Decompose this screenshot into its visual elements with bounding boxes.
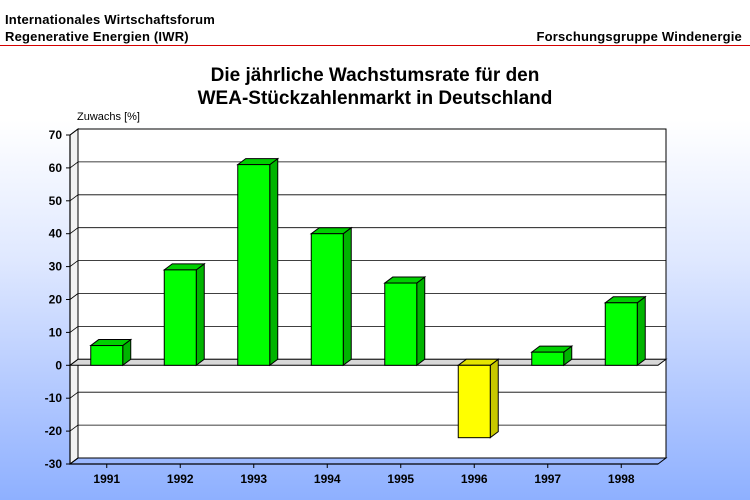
bar-front [384, 282, 418, 366]
bar-1998 [603, 295, 647, 367]
bar-side [636, 295, 646, 367]
y-axis-label: Zuwachs [%] [77, 111, 140, 123]
y-tick-label: -20 [45, 424, 63, 438]
header: Internationales Wirtschaftsforum Regener… [0, 0, 750, 48]
chart-title-line1: Die jährliche Wachstumsrate für den [210, 65, 540, 86]
plot-background [69, 128, 667, 465]
y-tick-label: -10 [45, 391, 63, 405]
x-tick-label: 1992 [167, 472, 194, 486]
x-tick-label: 1998 [608, 472, 635, 486]
y-tick-label: 10 [49, 325, 63, 339]
organization-subtitle: Regenerative Energien (IWR) [5, 29, 189, 44]
x-axis-floor-edge [68, 457, 668, 465]
axes: 70 60 50 40 30 20 10 0 -10 -20 -30 1991 1992 1993 1994… [45, 128, 668, 486]
y-tick-label: -30 [45, 457, 63, 471]
bar-1994 [309, 226, 353, 367]
bars [89, 157, 647, 439]
y-tick-label: 30 [49, 260, 63, 274]
bar-1992 [162, 262, 206, 367]
bar-1995 [383, 276, 427, 367]
y-tick-label: 70 [49, 128, 63, 142]
gridline-depth [69, 260, 79, 267]
gridline-depth [69, 326, 79, 333]
gridline-depth [69, 194, 79, 202]
gridline-depth [69, 391, 79, 399]
bar-1991 [89, 338, 133, 367]
chart-title: Die jährliche Wachstumsrate für den WEA-… [0, 64, 750, 110]
bar-top [383, 276, 427, 284]
bar-front [310, 233, 344, 366]
y-tick-label: 60 [49, 161, 63, 175]
bar-side [489, 358, 499, 439]
gridline-depth [69, 161, 79, 169]
gridline-depth [69, 293, 79, 300]
bar-front [237, 164, 271, 366]
bar-front [531, 351, 565, 366]
bar-1996 [456, 358, 500, 439]
header-divider [0, 45, 750, 46]
x-tick-label: 1995 [387, 472, 414, 486]
x-tick-label: 1996 [461, 472, 488, 486]
bar-1997 [530, 345, 574, 367]
organization-name: Internationales Wirtschaftsforum [5, 12, 215, 27]
y-tick-label: 0 [55, 358, 62, 372]
bar-side [416, 276, 426, 367]
bar-side [195, 262, 205, 367]
bar-top [603, 296, 647, 304]
y-tick-label: 20 [49, 293, 63, 307]
bar-top [530, 345, 574, 353]
x-tick-label: 1991 [93, 472, 120, 486]
x-tick-label: 1997 [534, 472, 561, 486]
bar-front [604, 302, 638, 366]
x-tick-label: 1993 [240, 472, 267, 486]
bar-top [236, 158, 280, 166]
bar-front [457, 364, 491, 439]
research-group-label: Forschungsgruppe Windenergie [536, 29, 742, 44]
bar-top [456, 358, 500, 366]
bar-top [89, 339, 133, 347]
y-tick-label: 40 [49, 227, 63, 241]
gridline-depth [69, 424, 79, 432]
bar-top [309, 227, 353, 235]
chart-title-line2: WEA-Stückzahlenmarkt in Deutschland [197, 88, 553, 109]
y-tick-label: 50 [49, 194, 63, 208]
bar-front [163, 269, 197, 366]
zero-baseline-plane [68, 358, 668, 366]
bar-top [162, 263, 206, 271]
bar-front [90, 345, 124, 366]
bar-side [269, 157, 279, 367]
bar-side [342, 226, 352, 367]
gridline-depth [69, 128, 79, 136]
gridline-depth [69, 227, 79, 235]
bar-1993 [236, 157, 280, 367]
x-tick-label: 1994 [314, 472, 341, 486]
